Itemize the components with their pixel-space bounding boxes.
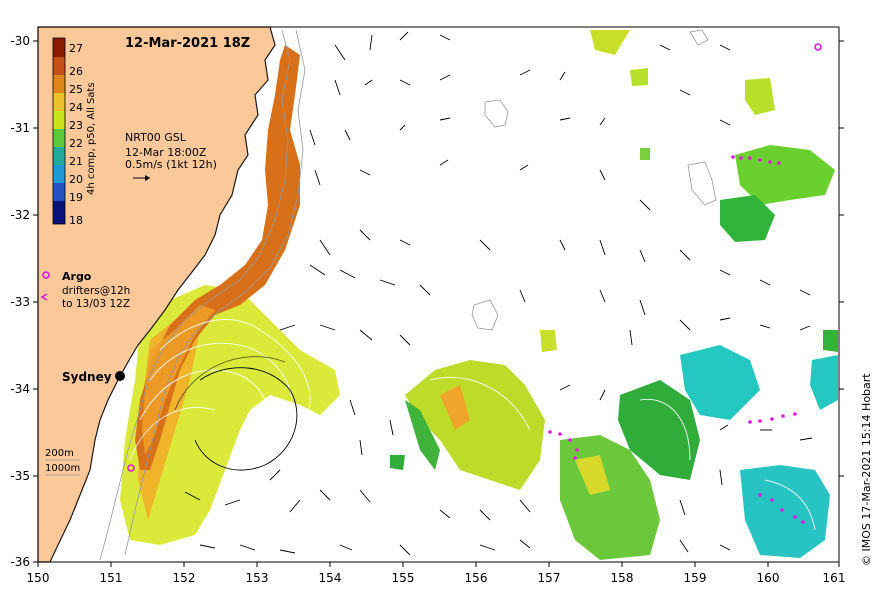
axis-tick-marks xyxy=(33,40,844,567)
lon-tick-label: 161 xyxy=(823,571,846,585)
lat-tick-label: -30 xyxy=(10,34,30,48)
lon-tick-label: 156 xyxy=(465,571,488,585)
current-vectors xyxy=(184,31,813,556)
lon-tick-label: 152 xyxy=(173,571,196,585)
sst-patches xyxy=(120,30,838,560)
current-info: NRT00 GSL 12-Mar 18:00Z 0.5m/s (1kt 12h) xyxy=(125,131,217,181)
depth-label-200m: 200m xyxy=(45,448,74,459)
colorbar-tick: 23 xyxy=(69,119,83,132)
land-mass xyxy=(37,26,276,563)
drifter-marker-icon xyxy=(40,293,48,301)
colorbar-tick: 26 xyxy=(69,65,83,78)
sst-colorbar: 27 26 25 24 23 22 21 20 19 18 4h comp, p… xyxy=(52,37,97,227)
drifter-legend: Argo drifters@12h to 13/03 12Z xyxy=(40,270,130,310)
colorbar-swatch-22 xyxy=(53,129,65,147)
lon-tick-label: 154 xyxy=(319,571,342,585)
credit-text: © IMOS 17-Mar-2021 15:14 Hobart xyxy=(860,373,873,566)
city-dot-icon xyxy=(115,371,125,381)
depth-label-1000m: 1000m xyxy=(45,463,80,474)
map-title: 12-Mar-2021 18Z xyxy=(125,36,250,51)
latitude-axis: -30 -31 -32 -33 -34 -35 -36 xyxy=(10,34,30,569)
colorbar-swatch-23 xyxy=(53,111,65,129)
argo-label: Argo xyxy=(62,270,92,283)
lon-tick-label: 158 xyxy=(611,571,634,585)
colorbar-tick: 27 xyxy=(69,42,83,55)
eddy-circulation xyxy=(174,356,298,471)
lat-tick-label: -32 xyxy=(10,208,30,222)
lat-tick-label: -34 xyxy=(10,382,30,396)
lon-tick-label: 151 xyxy=(100,571,123,585)
longitude-axis: 150 151 152 153 154 155 156 157 158 159 … xyxy=(27,571,846,585)
lon-tick-label: 159 xyxy=(684,571,707,585)
current-source: NRT00 GSL xyxy=(125,131,187,144)
drifters-label-1: drifters@12h xyxy=(62,285,130,297)
drifters-label-2: to 13/03 12Z xyxy=(62,298,130,310)
current-time: 12-Mar 18:00Z xyxy=(125,146,207,159)
colorbar-swatch-21 xyxy=(53,147,65,165)
argo-marker-icon xyxy=(42,271,50,279)
lat-tick-label: -35 xyxy=(10,469,30,483)
colorbar-tick: 22 xyxy=(69,137,83,150)
colorbar-swatch-19 xyxy=(53,183,65,201)
lon-tick-label: 160 xyxy=(757,571,780,585)
depth-legend: 200m 1000m xyxy=(45,448,80,476)
colorbar-tick: 19 xyxy=(69,191,83,204)
colorbar-tick: 24 xyxy=(69,101,83,114)
colorbar-tick: 18 xyxy=(69,214,83,227)
sst-isotherms xyxy=(129,319,816,531)
colorbar-swatch-27 xyxy=(53,38,65,57)
east-australian-current xyxy=(135,45,300,470)
city-label: Sydney xyxy=(62,370,112,384)
colorbar-swatch-26 xyxy=(53,57,65,75)
colorbar-swatch-25 xyxy=(53,75,65,93)
drifter-tracks xyxy=(548,155,805,524)
colorbar-label: 4h comp, p50, All Sats xyxy=(86,82,97,195)
lat-tick-label: -33 xyxy=(10,295,30,309)
colorbar-swatch-18 xyxy=(53,201,65,224)
lat-tick-label: -36 xyxy=(10,555,30,569)
argo-floats xyxy=(127,43,822,472)
colorbar-swatch-20 xyxy=(53,165,65,183)
lon-tick-label: 155 xyxy=(392,571,415,585)
colorbar-swatch-24 xyxy=(53,93,65,111)
lon-tick-label: 157 xyxy=(538,571,561,585)
sydney-marker: Sydney xyxy=(62,370,125,384)
depth-contours xyxy=(99,29,717,561)
colorbar-tick: 21 xyxy=(69,155,83,168)
colorbar-tick: 25 xyxy=(69,83,83,96)
map-border xyxy=(37,26,840,563)
colorbar-tick: 20 xyxy=(69,173,83,186)
lon-tick-label: 153 xyxy=(246,571,269,585)
lon-tick-label: 150 xyxy=(27,571,50,585)
lat-tick-label: -31 xyxy=(10,121,30,135)
current-scale: 0.5m/s (1kt 12h) xyxy=(125,158,217,171)
